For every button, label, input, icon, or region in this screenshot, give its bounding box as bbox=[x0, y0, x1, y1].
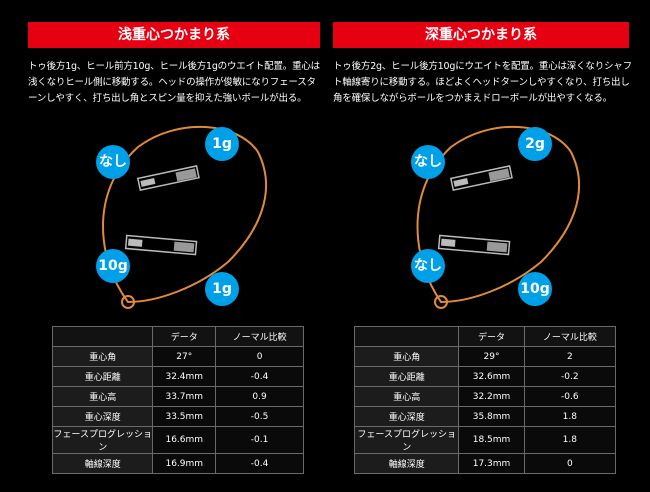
row-data: 18.5mm bbox=[458, 426, 525, 454]
row-label: 重心距離 bbox=[51, 366, 154, 387]
row-diff: -0.2 bbox=[523, 366, 617, 387]
right-badge-bottom-right: 10g bbox=[518, 272, 552, 306]
row-label: フェースプログレッション bbox=[51, 426, 154, 454]
table-row: フェースプログレッション 16.6mm -0.1 bbox=[51, 426, 304, 454]
table-row: 重心深度 33.5mm -0.5 bbox=[51, 406, 304, 427]
left-top-weight-port bbox=[136, 165, 200, 192]
row-data: 35.8mm bbox=[458, 406, 525, 427]
row-data: 32.4mm bbox=[152, 366, 217, 387]
row-diff: -0.5 bbox=[215, 406, 304, 427]
row-label: 重心高 bbox=[51, 386, 154, 407]
row-label: 軸線深度 bbox=[51, 453, 154, 474]
table-header-cell: ノーマル比較 bbox=[215, 326, 304, 347]
row-diff: -0.4 bbox=[215, 366, 304, 387]
right-badge-top-left: なし bbox=[411, 145, 445, 179]
row-label: 重心高 bbox=[353, 386, 460, 407]
right-badge-top-right: 2g bbox=[518, 127, 552, 161]
right-spec-table: データ ノーマル比較 重心角 29° 2 重心距離 32.6mm -0.2 重心… bbox=[353, 326, 617, 474]
left-badge-top-left: なし bbox=[96, 145, 130, 179]
table-header-row: データ ノーマル比較 bbox=[353, 326, 617, 347]
right-head-diagram: なし 2g なし 10g bbox=[333, 112, 633, 322]
row-data: 17.3mm bbox=[458, 453, 525, 474]
left-badge-top-right: 1g bbox=[205, 127, 239, 161]
left-badge-bottom-left: 10g bbox=[96, 249, 130, 283]
row-label: 重心深度 bbox=[51, 406, 154, 427]
row-label: フェースプログレッション bbox=[353, 426, 460, 454]
left-head-diagram: なし 1g 10g 1g bbox=[28, 112, 328, 322]
row-label: 重心角 bbox=[353, 346, 460, 367]
right-bottom-weight-port bbox=[437, 234, 511, 256]
table-row: 重心距離 32.6mm -0.2 bbox=[353, 366, 617, 387]
right-hosel bbox=[434, 295, 448, 309]
table-row: 軸線深度 17.3mm 0 bbox=[353, 453, 617, 474]
row-diff: -0.6 bbox=[523, 386, 617, 407]
row-diff: -0.4 bbox=[215, 453, 304, 474]
left-description: トゥ後方1g、ヒール前方10g、ヒール後方1gのウエイト配置。重心は浅くなりヒー… bbox=[28, 61, 320, 104]
right-title: 深重心つかまり系 bbox=[333, 22, 629, 48]
table-row: 重心角 29° 2 bbox=[353, 346, 617, 367]
row-data: 33.7mm bbox=[152, 386, 217, 407]
row-data: 33.5mm bbox=[152, 406, 217, 427]
table-header-row: データ ノーマル比較 bbox=[51, 326, 304, 347]
row-diff: -0.1 bbox=[215, 426, 304, 454]
left-bottom-weight-port bbox=[124, 234, 198, 256]
table-header-cell bbox=[51, 326, 154, 347]
right-head-outline bbox=[416, 125, 580, 304]
right-head-illustration bbox=[416, 125, 580, 309]
row-diff: 1.8 bbox=[523, 406, 617, 427]
table-header-cell: ノーマル比較 bbox=[523, 326, 617, 347]
table-header-cell: データ bbox=[458, 326, 525, 347]
left-panel: 浅重心つかまり系 トゥ後方1g、ヒール前方10g、ヒール後方1gのウエイト配置。… bbox=[28, 22, 328, 474]
table-row: 重心角 27° 0 bbox=[51, 346, 304, 367]
table-header-cell: データ bbox=[152, 326, 217, 347]
left-hosel bbox=[121, 295, 135, 309]
row-data: 16.9mm bbox=[152, 453, 217, 474]
row-diff: 1.8 bbox=[523, 426, 617, 454]
right-badge-bottom-left: なし bbox=[411, 249, 445, 283]
row-data: 29° bbox=[458, 346, 525, 367]
table-header-cell bbox=[353, 326, 460, 347]
row-diff: 0.9 bbox=[215, 386, 304, 407]
left-spec-table: データ ノーマル比較 重心角 27° 0 重心距離 32.4mm -0.4 重心… bbox=[51, 326, 304, 474]
table-row: 重心高 33.7mm 0.9 bbox=[51, 386, 304, 407]
left-badge-bottom-right: 1g bbox=[205, 272, 239, 306]
table-row: 重心距離 32.4mm -0.4 bbox=[51, 366, 304, 387]
left-title: 浅重心つかまり系 bbox=[28, 22, 320, 48]
left-head-outline bbox=[102, 125, 267, 304]
row-label: 重心距離 bbox=[353, 366, 460, 387]
row-label: 軸線深度 bbox=[353, 453, 460, 474]
right-panel: 深重心つかまり系 トゥ後方2g、ヒール後方10gにウエイトを配置。重心は深くなり… bbox=[325, 0, 650, 492]
table-row: 重心深度 35.8mm 1.8 bbox=[353, 406, 617, 427]
right-description: トゥ後方2g、ヒール後方10gにウエイトを配置。重心は深くなりシャフト軸線寄りに… bbox=[333, 61, 632, 104]
left-head-illustration bbox=[102, 125, 267, 309]
row-label: 重心深度 bbox=[353, 406, 460, 427]
row-data: 32.6mm bbox=[458, 366, 525, 387]
right-top-weight-port bbox=[449, 165, 513, 192]
row-data: 32.2mm bbox=[458, 386, 525, 407]
row-diff: 0 bbox=[215, 346, 304, 367]
row-label: 重心角 bbox=[51, 346, 154, 367]
table-row: 軸線深度 16.9mm -0.4 bbox=[51, 453, 304, 474]
table-row: 重心高 32.2mm -0.6 bbox=[353, 386, 617, 407]
row-diff: 2 bbox=[523, 346, 617, 367]
row-diff: 0 bbox=[523, 453, 617, 474]
row-data: 16.6mm bbox=[152, 426, 217, 454]
table-row: フェースプログレッション 18.5mm 1.8 bbox=[353, 426, 617, 454]
row-data: 27° bbox=[152, 346, 217, 367]
